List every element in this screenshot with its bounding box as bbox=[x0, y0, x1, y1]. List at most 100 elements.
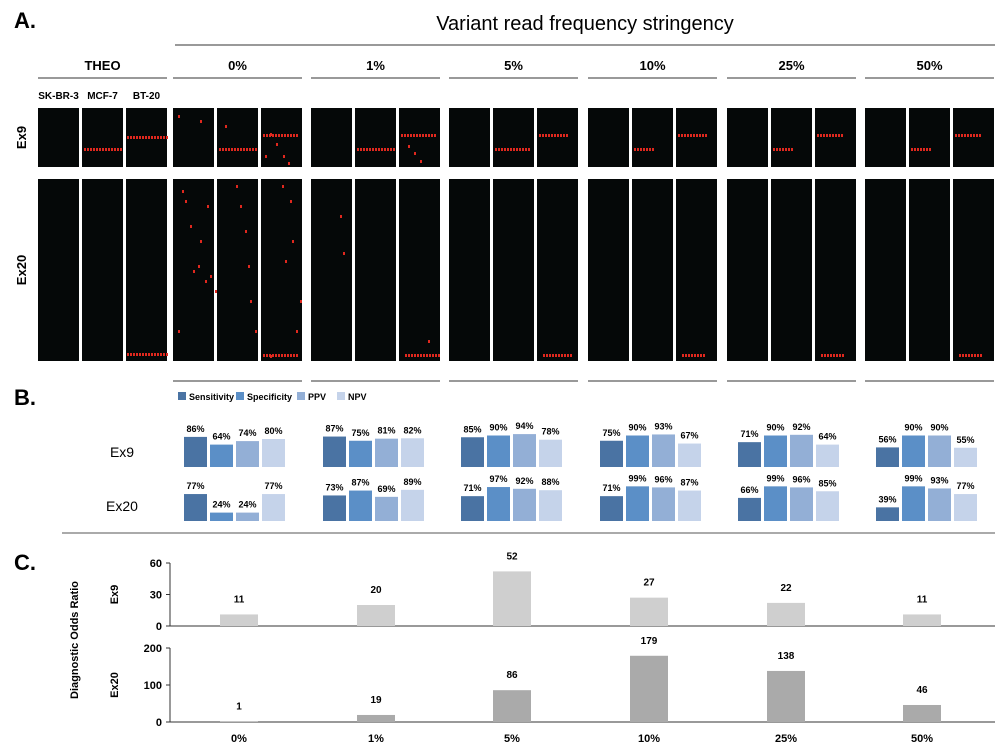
variant-mark bbox=[215, 290, 217, 293]
variant-mark bbox=[967, 134, 969, 137]
group-label: THEO bbox=[84, 58, 120, 73]
variant-mark bbox=[84, 148, 86, 151]
variant-mark bbox=[974, 354, 976, 357]
variant-mark bbox=[248, 265, 250, 268]
heatmap-cell-ex20 bbox=[865, 179, 906, 361]
dor-bar bbox=[903, 614, 941, 626]
variant-mark bbox=[504, 148, 506, 151]
metric-value: 92% bbox=[515, 476, 533, 486]
variant-mark bbox=[513, 148, 515, 151]
variant-mark bbox=[296, 354, 298, 357]
metric-value: 86% bbox=[186, 424, 204, 434]
variant-mark bbox=[102, 148, 104, 151]
metric-value: 64% bbox=[212, 432, 230, 442]
variant-mark bbox=[205, 280, 207, 283]
variant-mark bbox=[832, 134, 834, 137]
metric-value: 55% bbox=[956, 435, 974, 445]
variant-mark bbox=[163, 353, 165, 356]
legend-swatch bbox=[297, 392, 305, 400]
strain-label: MCF-7 bbox=[87, 91, 118, 102]
dor-bar bbox=[630, 598, 668, 626]
dor-bar bbox=[493, 571, 531, 626]
variant-mark bbox=[570, 354, 572, 357]
variant-mark bbox=[357, 148, 359, 151]
metric-bar bbox=[349, 491, 372, 521]
heatmap-cell-ex9 bbox=[493, 108, 534, 167]
variant-mark bbox=[96, 148, 98, 151]
variant-mark bbox=[829, 134, 831, 137]
dor-value: 52 bbox=[506, 551, 518, 562]
variant-mark bbox=[154, 353, 156, 356]
variant-mark bbox=[250, 300, 252, 303]
variant-mark bbox=[408, 354, 410, 357]
row-label: Ex9 bbox=[14, 126, 29, 149]
variant-mark bbox=[245, 230, 247, 233]
variant-mark bbox=[419, 134, 421, 137]
variant-mark bbox=[782, 148, 784, 151]
subplot-label: Ex9 bbox=[109, 585, 121, 605]
group-label: 5% bbox=[504, 58, 523, 73]
variant-mark bbox=[696, 134, 698, 137]
variant-mark bbox=[182, 190, 184, 193]
heatmap-cell-ex20 bbox=[126, 179, 167, 361]
heatmap-cell-ex9 bbox=[355, 108, 396, 167]
variant-mark bbox=[285, 260, 287, 263]
variant-mark bbox=[139, 353, 141, 356]
metric-bar bbox=[954, 448, 977, 467]
variant-mark bbox=[393, 148, 395, 151]
variant-mark bbox=[198, 265, 200, 268]
variant-mark bbox=[343, 252, 345, 255]
variant-mark bbox=[178, 115, 180, 118]
y-tick-label: 60 bbox=[150, 558, 162, 570]
variant-mark bbox=[501, 148, 503, 151]
variant-mark bbox=[826, 134, 828, 137]
dor-value: 179 bbox=[641, 636, 658, 647]
variant-mark bbox=[130, 136, 132, 139]
variant-mark bbox=[519, 148, 521, 151]
heatmap-cell-ex9 bbox=[399, 108, 440, 167]
variant-mark bbox=[151, 353, 153, 356]
legend-label: Sensitivity bbox=[189, 392, 234, 402]
variant-mark bbox=[160, 136, 162, 139]
heatmap-cell-ex20 bbox=[399, 179, 440, 361]
variant-mark bbox=[977, 354, 979, 357]
variant-mark bbox=[965, 354, 967, 357]
variant-mark bbox=[300, 300, 302, 303]
variant-mark bbox=[682, 354, 684, 357]
metric-value: 73% bbox=[325, 482, 343, 492]
variant-mark bbox=[694, 354, 696, 357]
metric-value: 96% bbox=[654, 474, 672, 484]
y-tick-label: 0 bbox=[156, 621, 162, 633]
legend-label: PPV bbox=[308, 392, 326, 402]
metric-bar bbox=[738, 498, 761, 521]
heatmap-cell-ex9 bbox=[676, 108, 717, 167]
variant-mark bbox=[429, 354, 431, 357]
variant-mark bbox=[555, 354, 557, 357]
variant-mark bbox=[148, 136, 150, 139]
metric-bar bbox=[461, 437, 484, 467]
variant-mark bbox=[552, 354, 554, 357]
heatmap-cell-ex9 bbox=[588, 108, 629, 167]
variant-mark bbox=[542, 134, 544, 137]
variant-mark bbox=[151, 136, 153, 139]
variant-mark bbox=[563, 134, 565, 137]
metric-bar bbox=[790, 487, 813, 521]
variant-mark bbox=[821, 354, 823, 357]
variant-mark bbox=[136, 136, 138, 139]
metric-value: 99% bbox=[904, 473, 922, 483]
variant-mark bbox=[779, 148, 781, 151]
variant-mark bbox=[340, 215, 342, 218]
variant-mark bbox=[163, 136, 165, 139]
variant-mark bbox=[90, 148, 92, 151]
heatmap-cell-ex20 bbox=[815, 179, 856, 361]
heatmap-cell-ex20 bbox=[771, 179, 812, 361]
legend-swatch bbox=[337, 392, 345, 400]
metric-value: 77% bbox=[956, 481, 974, 491]
variant-mark bbox=[136, 353, 138, 356]
variant-mark bbox=[105, 148, 107, 151]
x-tick-label: 10% bbox=[638, 733, 660, 745]
variant-mark bbox=[278, 134, 280, 137]
panel-c-letter: C. bbox=[14, 550, 36, 575]
metric-value: 89% bbox=[403, 477, 421, 487]
